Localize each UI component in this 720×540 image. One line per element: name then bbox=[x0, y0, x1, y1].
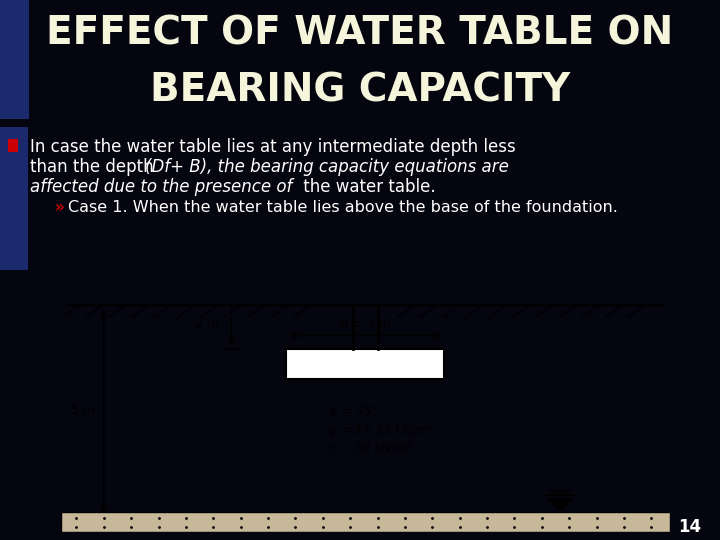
Text: In case the water table lies at any intermediate depth less: In case the water table lies at any inte… bbox=[30, 138, 516, 156]
Text: φ = 35°: φ = 35° bbox=[329, 406, 378, 419]
Bar bbox=[0, 127, 28, 270]
Text: than the depth: than the depth bbox=[30, 158, 159, 176]
Polygon shape bbox=[546, 498, 573, 510]
Text: B = 3 m: B = 3 m bbox=[340, 318, 391, 331]
Bar bbox=[0, 0, 29, 119]
Text: (Df+ B), the bearing capacity equations are: (Df+ B), the bearing capacity equations … bbox=[145, 158, 509, 176]
Text: »: » bbox=[55, 200, 65, 215]
Text: c = 30 kN/m²: c = 30 kN/m² bbox=[329, 442, 413, 455]
Text: 2 m: 2 m bbox=[195, 318, 220, 331]
Text: 5 m: 5 m bbox=[71, 404, 94, 417]
Text: Case 1. When the water table lies above the base of the foundation.: Case 1. When the water table lies above … bbox=[68, 200, 618, 215]
Text: BEARING CAPACITY: BEARING CAPACITY bbox=[150, 71, 570, 109]
Text: affected due to the presence of: affected due to the presence of bbox=[30, 178, 292, 196]
Text: 14: 14 bbox=[678, 517, 701, 536]
Text: γ = 17.25 kN/m³: γ = 17.25 kN/m³ bbox=[329, 424, 433, 437]
Text: EFFECT OF WATER TABLE ON: EFFECT OF WATER TABLE ON bbox=[46, 14, 674, 52]
Bar bbox=[287, 349, 444, 379]
Bar bbox=[61, 512, 670, 532]
Text: the water table.: the water table. bbox=[298, 178, 436, 196]
Bar bbox=[8, 139, 18, 152]
